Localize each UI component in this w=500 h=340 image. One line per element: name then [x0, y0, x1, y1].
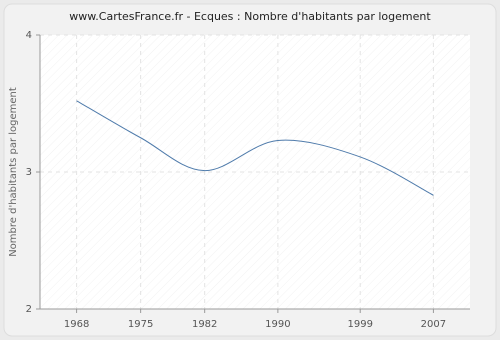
- x-tick-label: 1999: [347, 319, 372, 330]
- x-tick-label: 1968: [64, 319, 89, 330]
- chart-title: www.CartesFrance.fr - Ecques : Nombre d'…: [69, 10, 431, 23]
- x-tick-label: 1990: [265, 319, 290, 330]
- x-tick-label: 1975: [128, 319, 153, 330]
- y-tick-label: 3: [26, 167, 32, 178]
- y-tick-label: 4: [26, 30, 32, 41]
- data-line: [76, 100, 434, 196]
- x-tick-label: 1982: [192, 319, 217, 330]
- y-axis-title: Nombre d'habitants par logement: [8, 87, 19, 257]
- plot-hatch: [40, 35, 470, 309]
- y-tick-label: 2: [26, 304, 32, 315]
- x-tick-label: 2007: [421, 319, 446, 330]
